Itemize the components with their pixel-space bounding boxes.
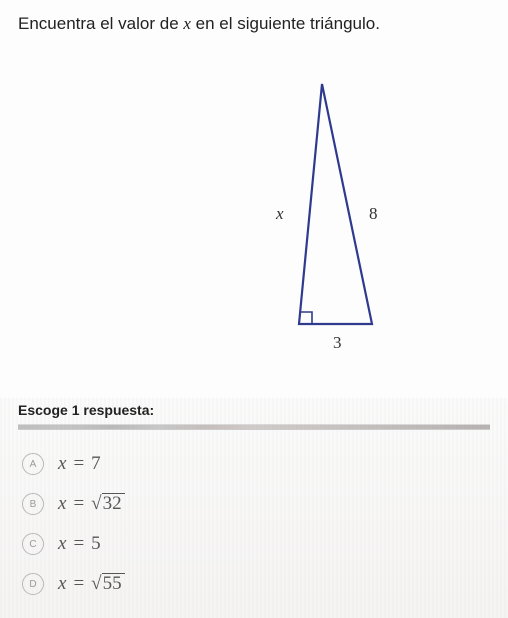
- side-label-base: 3: [333, 333, 342, 352]
- side-label-x: x: [275, 204, 284, 223]
- choice-var: x: [58, 453, 66, 475]
- question-prefix: Encuentra el valor de: [18, 14, 183, 33]
- answers-area: Escoge 1 respuesta: Ax=7Bx=√32Cx=5Dx=√55: [0, 402, 508, 618]
- right-angle-marker: [300, 312, 312, 323]
- choice-d[interactable]: Dx=√55: [18, 564, 490, 604]
- answers-heading: Escoge 1 respuesta:: [18, 402, 490, 418]
- equals-sign: =: [68, 493, 89, 515]
- question-suffix: en el siguiente triángulo.: [191, 14, 380, 33]
- radical-icon: √: [91, 574, 101, 593]
- sqrt-expression: √32: [91, 493, 124, 515]
- choice-var: x: [58, 533, 66, 555]
- radical-icon: √: [91, 494, 101, 513]
- equals-sign: =: [68, 533, 89, 555]
- answers-divider: [18, 424, 490, 430]
- choice-var: x: [58, 573, 66, 595]
- radicand-value: 32: [102, 493, 125, 515]
- radio-a[interactable]: A: [22, 453, 44, 475]
- choice-value: 7: [91, 453, 101, 475]
- sqrt-expression: √55: [91, 573, 124, 595]
- radio-d[interactable]: D: [22, 573, 44, 595]
- choice-c[interactable]: Cx=5: [18, 524, 490, 564]
- triangle-figure: x 8 3: [0, 34, 508, 364]
- choice-label-d: x=√55: [58, 573, 125, 595]
- radio-b[interactable]: B: [22, 493, 44, 515]
- equals-sign: =: [68, 453, 89, 475]
- choice-a[interactable]: Ax=7: [18, 444, 490, 484]
- choices-list: Ax=7Bx=√32Cx=5Dx=√55: [18, 444, 490, 604]
- choice-value: 5: [91, 533, 101, 555]
- question-var: x: [183, 14, 191, 33]
- radicand-value: 55: [102, 573, 125, 595]
- side-label-hypotenuse: 8: [369, 204, 378, 223]
- triangle-svg: x 8 3: [0, 34, 508, 364]
- choice-var: x: [58, 493, 66, 515]
- triangle-shape: [299, 84, 372, 324]
- choice-label-c: x=5: [58, 533, 101, 555]
- question-text: Encuentra el valor de x en el siguiente …: [0, 0, 508, 34]
- choice-label-b: x=√32: [58, 493, 125, 515]
- choice-label-a: x=7: [58, 453, 101, 475]
- choice-b[interactable]: Bx=√32: [18, 484, 490, 524]
- radio-c[interactable]: C: [22, 533, 44, 555]
- equals-sign: =: [68, 573, 89, 595]
